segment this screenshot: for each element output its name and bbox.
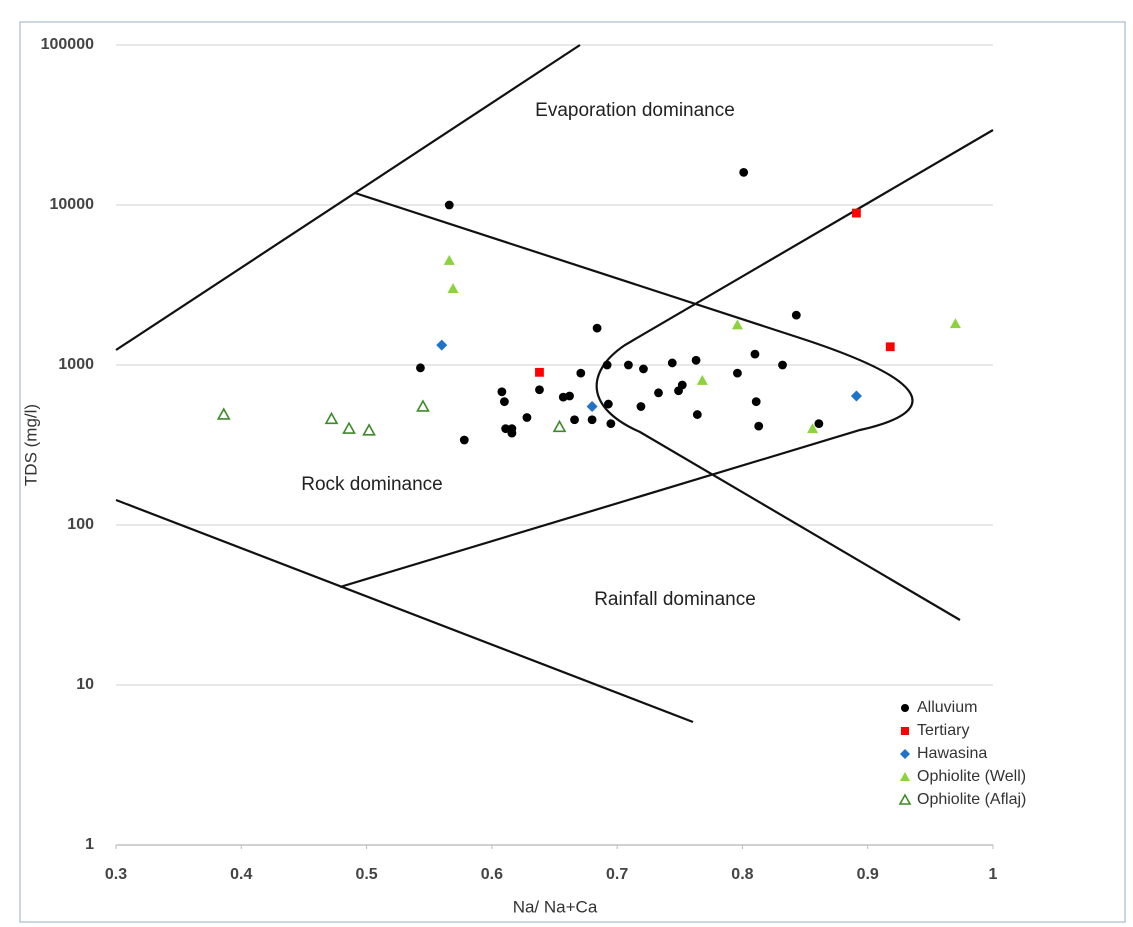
x-tick-label: 1 xyxy=(989,866,998,883)
point xyxy=(691,355,701,365)
point xyxy=(639,364,648,374)
y-tick-label: 10000 xyxy=(50,196,95,213)
boundary-line xyxy=(115,44,581,351)
x-tick-label: 0.7 xyxy=(606,866,628,883)
point xyxy=(324,411,339,425)
legend-label: Ophiolite (Aflaj) xyxy=(917,791,1026,808)
point xyxy=(416,399,430,412)
annotation: Rainfall dominance xyxy=(594,589,756,610)
x-tick-label: 0.4 xyxy=(230,866,252,883)
point xyxy=(731,319,743,330)
point xyxy=(447,283,459,294)
y-tick-label: 1 xyxy=(85,836,94,853)
legend-label: Ophiolite (Well) xyxy=(917,768,1026,785)
point xyxy=(624,360,633,370)
boundary-line xyxy=(115,498,694,724)
point xyxy=(733,368,742,378)
point xyxy=(692,410,702,419)
legend-label: Hawasina xyxy=(917,745,987,762)
point xyxy=(791,310,801,320)
legend-label: Alluvium xyxy=(917,699,977,716)
point xyxy=(552,419,567,433)
point xyxy=(739,167,749,177)
point xyxy=(885,342,895,352)
point xyxy=(814,419,824,429)
legend-marker xyxy=(900,749,910,759)
point xyxy=(667,358,677,368)
x-tick-label: 0.5 xyxy=(355,866,377,883)
legend-marker xyxy=(901,704,909,712)
point xyxy=(636,402,646,411)
x-tick-label: 0.6 xyxy=(481,866,503,883)
annotation: Rock dominance xyxy=(301,474,443,495)
point xyxy=(602,360,612,370)
y-tick-label: 10 xyxy=(76,676,94,693)
point xyxy=(443,254,455,265)
point xyxy=(677,380,687,390)
point xyxy=(565,391,574,401)
point xyxy=(216,407,231,420)
point xyxy=(342,421,356,434)
point xyxy=(592,323,602,333)
y-tick-label: 100000 xyxy=(41,36,94,53)
point xyxy=(576,368,586,378)
point xyxy=(654,388,663,398)
point xyxy=(535,385,544,395)
point xyxy=(497,387,507,397)
point xyxy=(850,390,862,402)
point xyxy=(696,375,708,385)
legend-marker xyxy=(898,793,912,805)
legend-label: Tertiary xyxy=(917,722,969,739)
point xyxy=(362,423,376,436)
annotation: Evaporation dominance xyxy=(535,100,735,121)
point xyxy=(444,200,454,210)
x-tick-label: 0.3 xyxy=(105,866,127,883)
point xyxy=(459,435,469,445)
point xyxy=(754,421,764,431)
point xyxy=(499,397,509,407)
point xyxy=(535,367,544,377)
point xyxy=(949,318,961,329)
y-axis-label: TDS (mg/l) xyxy=(21,404,40,486)
point xyxy=(586,401,598,413)
point xyxy=(501,424,511,434)
x-tick-label: 0.8 xyxy=(731,866,753,883)
x-axis-label: Na/ Na+Ca xyxy=(513,897,598,916)
grid xyxy=(115,44,994,849)
legend-marker xyxy=(901,727,909,735)
point xyxy=(751,397,761,407)
point xyxy=(778,360,787,370)
boundaries xyxy=(115,44,994,724)
point xyxy=(852,208,861,218)
boundary-line xyxy=(595,129,994,621)
chart-frame xyxy=(19,21,1126,923)
y-tick-label: 100 xyxy=(67,516,94,533)
point xyxy=(750,349,760,359)
point xyxy=(603,399,613,409)
legend-marker xyxy=(900,772,910,781)
point xyxy=(807,423,819,434)
x-tick-label: 0.9 xyxy=(857,866,879,883)
point xyxy=(507,428,517,438)
point xyxy=(522,413,532,422)
point xyxy=(436,339,448,351)
point xyxy=(606,419,616,429)
point xyxy=(570,415,579,425)
y-tick-label: 1000 xyxy=(58,356,94,373)
point xyxy=(587,415,597,425)
boundary-line xyxy=(339,191,914,589)
point xyxy=(416,363,425,373)
